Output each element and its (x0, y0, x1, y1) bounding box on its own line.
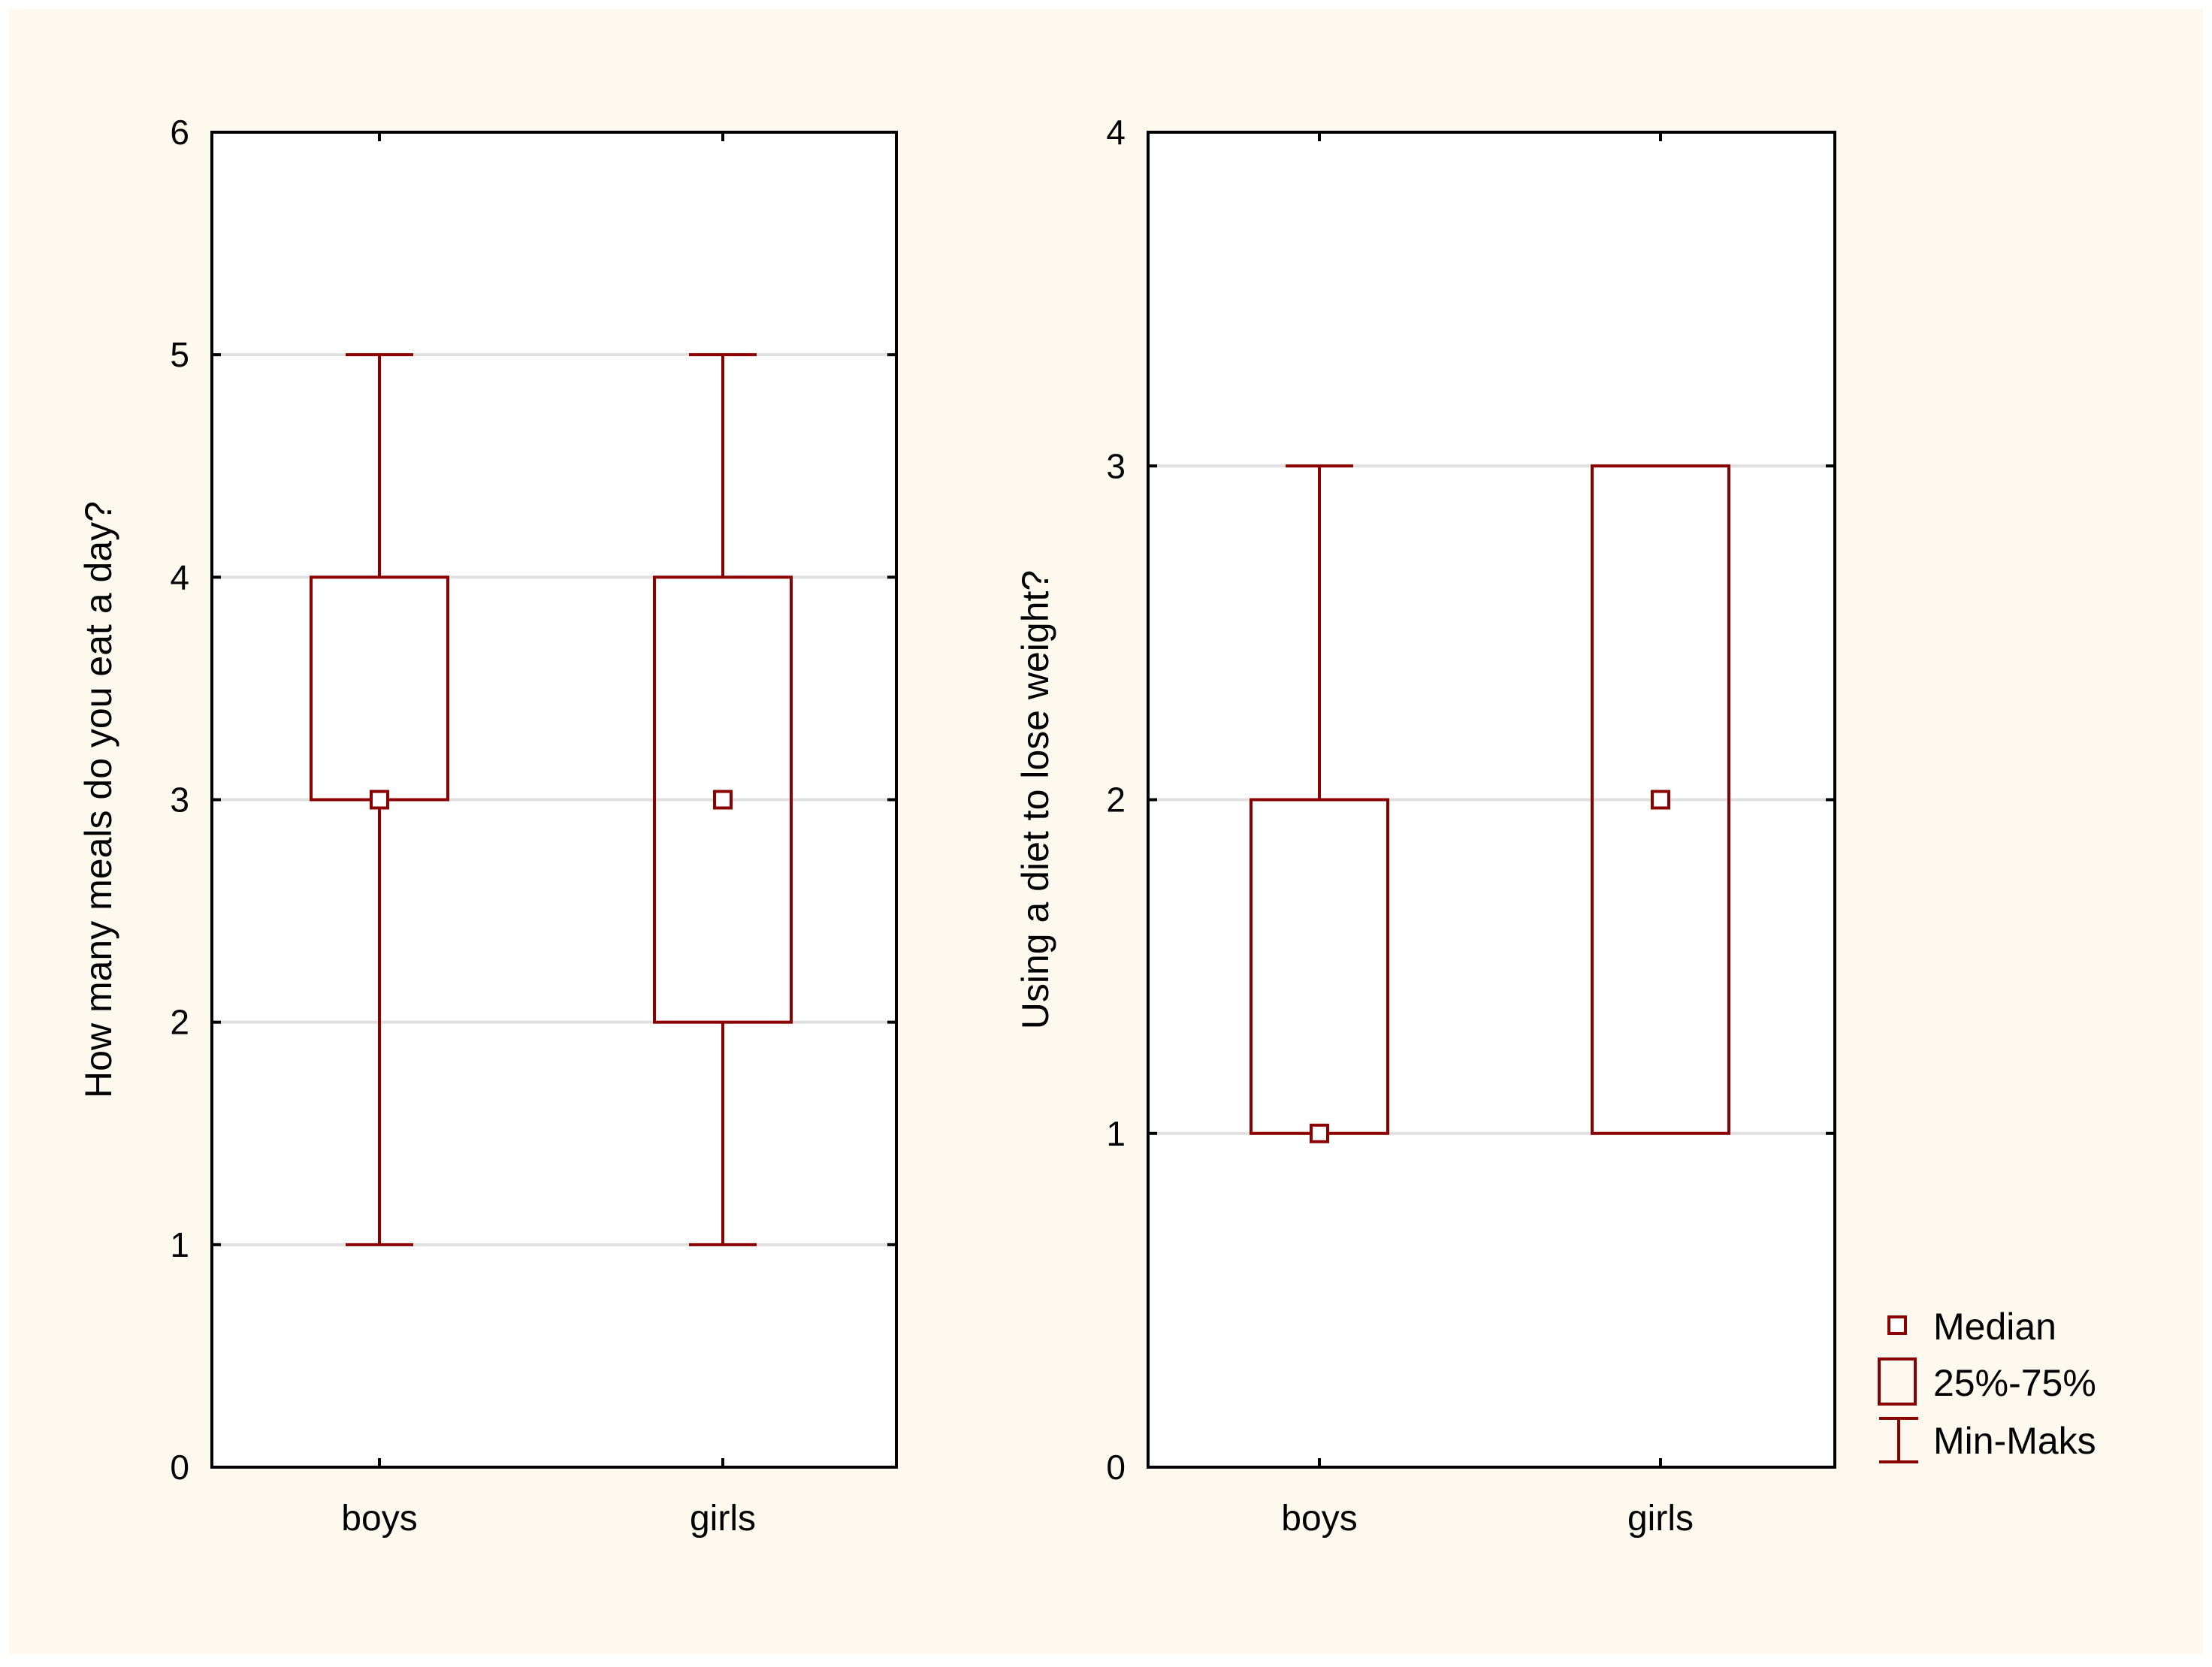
y-axis-label: How many meals do you eat a day? (77, 501, 119, 1098)
category-label: boys (1281, 1499, 1357, 1539)
legend: Median 25%-75% Min-Maks (1878, 1306, 2096, 1463)
series-boys (1250, 464, 1389, 1143)
ytick-label: 1 (170, 1225, 189, 1264)
median-marker (370, 790, 389, 810)
ytick-label: 2 (170, 1003, 189, 1042)
plot-diet-to-lose-weight: 0 1 2 3 4 boys girls Using a diet to lose weigh… (1014, 113, 1836, 1539)
series-boys (310, 353, 449, 1246)
series-girls (1591, 464, 1730, 1135)
ytick-label: 4 (1106, 113, 1126, 152)
ytick-label: 0 (1106, 1448, 1126, 1487)
ytick-label: 6 (170, 113, 189, 152)
plot-meals-per-day: 0 1 2 3 4 5 6 boys girls How many meals do you ea… (77, 113, 898, 1539)
legend-median-label: Median (1933, 1306, 2056, 1348)
plots-layer: 0 1 2 3 4 5 6 boys girls How many meals do you ea… (77, 113, 1836, 1539)
ytick-label: 2 (1106, 781, 1126, 820)
ytick-label: 3 (170, 781, 189, 820)
median-marker (1310, 1123, 1329, 1143)
legend-median-icon (1887, 1315, 1907, 1335)
series-girls (653, 353, 793, 1246)
ytick-label: 5 (170, 335, 189, 374)
legend-whisker-label: Min-Maks (1933, 1420, 2096, 1462)
iqr-box (1591, 464, 1730, 1135)
ytick-label: 4 (170, 557, 189, 596)
iqr-box (653, 575, 793, 1024)
y-axis-label: Using a diet to lose weight? (1014, 570, 1056, 1029)
legend-box-icon (1878, 1357, 1917, 1406)
ytick-label: 3 (1106, 446, 1126, 485)
category-label: girls (690, 1499, 756, 1539)
median-marker (713, 790, 733, 810)
ytick-label: 1 (1106, 1114, 1126, 1153)
legend-box-label: 25%-75% (1933, 1362, 2096, 1404)
category-label: boys (341, 1499, 417, 1539)
category-label: girls (1627, 1499, 1694, 1539)
ytick-label: 0 (170, 1448, 189, 1487)
median-marker (1651, 790, 1670, 810)
